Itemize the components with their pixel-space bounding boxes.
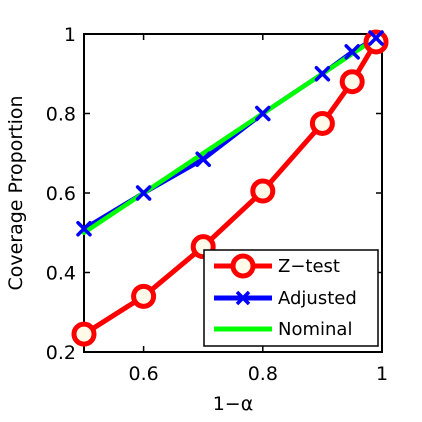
legend: Z−test Adjusted Nominal [203,249,379,347]
x-tick-label: 1 [376,363,388,385]
data-point-ztest [131,283,157,309]
y-tick-label: 0.2 [46,342,76,364]
legend-marker-adjusted [235,290,251,306]
x-axis-label: 1−α [213,393,254,415]
legend-marker-z-test [230,253,256,279]
data-point-ztest [309,110,335,136]
data-point-ztest [250,178,276,204]
y-tick-label: 0.8 [46,104,76,126]
ticks: 0.6 0.8 1 0.2 0.4 0.6 0.8 1 [46,24,388,385]
x-tick-label: 0.8 [248,363,278,385]
y-tick-label: 0.4 [46,263,76,285]
legend-label-nominal: Nominal [278,319,352,340]
data-point-adjusted [368,30,384,46]
data-point-ztest [339,69,365,95]
data-point-adjusted [195,151,211,167]
data-point-adjusted [255,105,271,122]
x-tick-label: 0.6 [128,363,158,385]
markers-layer [71,29,389,347]
data-point-adjusted [314,66,331,82]
data-point-adjusted [135,185,152,201]
legend-label-adjusted: Adjusted [278,288,357,309]
y-tick-label: 0.6 [46,183,76,205]
y-tick-label: 1 [64,24,76,46]
y-axis-label: Coverage Proportion [5,95,27,290]
data-point-adjusted [344,44,360,60]
data-point-adjusted [76,221,92,237]
legend-label-z-test: Z−test [278,256,340,277]
data-point-ztest [71,321,97,347]
data-point-ztest [363,29,389,55]
